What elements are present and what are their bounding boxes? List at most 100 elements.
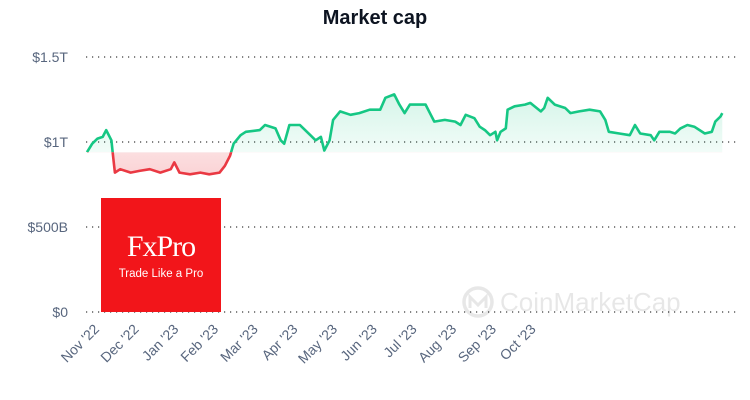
- data-point[interactable]: [176, 170, 182, 176]
- data-point[interactable]: [217, 170, 223, 176]
- data-point[interactable]: [567, 110, 573, 116]
- data-point[interactable]: [702, 131, 708, 137]
- x-tick-label: Dec '22: [97, 321, 142, 366]
- data-point[interactable]: [94, 136, 100, 142]
- data-point[interactable]: [136, 168, 142, 174]
- data-point[interactable]: [257, 127, 263, 133]
- coinmarketcap-watermark: CoinMarketCap: [462, 286, 681, 318]
- data-point[interactable]: [431, 119, 437, 125]
- data-point[interactable]: [348, 112, 354, 118]
- data-point[interactable]: [112, 170, 118, 176]
- data-point[interactable]: [382, 95, 388, 101]
- y-tick-label: $1T: [44, 134, 69, 150]
- data-point[interactable]: [452, 119, 458, 125]
- data-point[interactable]: [545, 95, 551, 101]
- data-point[interactable]: [487, 132, 493, 138]
- data-point[interactable]: [512, 103, 518, 109]
- data-point[interactable]: [367, 107, 373, 113]
- data-point[interactable]: [656, 129, 662, 135]
- data-point[interactable]: [637, 131, 643, 137]
- data-point[interactable]: [616, 131, 622, 137]
- data-point[interactable]: [197, 170, 203, 176]
- data-point[interactable]: [313, 137, 319, 143]
- data-point[interactable]: [541, 105, 547, 111]
- data-point[interactable]: [108, 137, 114, 143]
- data-point[interactable]: [602, 117, 608, 123]
- data-point[interactable]: [297, 122, 303, 128]
- data-point[interactable]: [84, 149, 90, 155]
- data-point[interactable]: [505, 107, 511, 113]
- data-point[interactable]: [286, 122, 292, 128]
- data-point[interactable]: [396, 102, 402, 108]
- data-point[interactable]: [117, 166, 123, 172]
- data-point[interactable]: [356, 110, 362, 116]
- data-point[interactable]: [171, 159, 177, 165]
- data-point[interactable]: [677, 125, 683, 131]
- data-point[interactable]: [423, 102, 429, 108]
- data-point[interactable]: [262, 122, 268, 128]
- data-point[interactable]: [238, 132, 244, 138]
- x-tick-label: Jun '23: [337, 321, 380, 364]
- data-point[interactable]: [712, 119, 718, 125]
- data-point[interactable]: [492, 129, 498, 135]
- data-point[interactable]: [457, 122, 463, 128]
- data-point[interactable]: [627, 132, 633, 138]
- data-point[interactable]: [110, 154, 116, 160]
- data-point[interactable]: [327, 137, 333, 143]
- data-point[interactable]: [103, 127, 109, 133]
- data-point[interactable]: [719, 110, 725, 116]
- data-point[interactable]: [377, 107, 383, 113]
- data-point[interactable]: [187, 171, 193, 177]
- data-point[interactable]: [227, 153, 233, 159]
- data-point[interactable]: [407, 102, 413, 108]
- data-point[interactable]: [321, 148, 327, 154]
- chart-title: Market cap: [323, 7, 428, 29]
- data-point[interactable]: [648, 132, 654, 138]
- data-point[interactable]: [100, 134, 106, 140]
- data-point[interactable]: [89, 141, 95, 147]
- data-point[interactable]: [672, 131, 678, 137]
- data-point[interactable]: [442, 117, 448, 123]
- data-point[interactable]: [632, 122, 638, 128]
- data-point[interactable]: [272, 125, 278, 131]
- data-point[interactable]: [552, 102, 558, 108]
- data-point[interactable]: [667, 129, 673, 135]
- data-point[interactable]: [391, 91, 397, 97]
- data-point[interactable]: [128, 170, 134, 176]
- data-point[interactable]: [231, 141, 237, 147]
- y-tick-label: $0: [52, 304, 68, 320]
- fxpro-ad-banner[interactable]: FxPro Trade Like a Pro: [101, 198, 221, 312]
- data-point[interactable]: [522, 102, 528, 108]
- data-point[interactable]: [503, 125, 509, 131]
- data-point[interactable]: [428, 112, 434, 118]
- data-point[interactable]: [147, 166, 153, 172]
- data-point[interactable]: [206, 171, 212, 177]
- data-point[interactable]: [651, 137, 657, 143]
- data-point[interactable]: [606, 129, 612, 135]
- data-point[interactable]: [281, 141, 287, 147]
- data-point[interactable]: [402, 110, 408, 116]
- data-point[interactable]: [243, 129, 249, 135]
- data-point[interactable]: [562, 105, 568, 111]
- data-point[interactable]: [471, 115, 477, 121]
- data-point[interactable]: [709, 129, 715, 135]
- data-point[interactable]: [330, 117, 336, 123]
- data-point[interactable]: [587, 107, 593, 113]
- data-point[interactable]: [576, 108, 582, 114]
- data-point[interactable]: [691, 124, 697, 130]
- data-point[interactable]: [477, 124, 483, 130]
- data-point[interactable]: [157, 170, 163, 176]
- data-point[interactable]: [318, 134, 324, 140]
- data-point[interactable]: [597, 108, 603, 114]
- x-tick-label: Sep '23: [455, 321, 500, 366]
- data-point[interactable]: [494, 137, 500, 143]
- data-point[interactable]: [463, 112, 469, 118]
- data-point[interactable]: [307, 132, 313, 138]
- data-point[interactable]: [527, 100, 533, 106]
- data-point[interactable]: [482, 127, 488, 133]
- data-point[interactable]: [684, 122, 690, 128]
- data-point[interactable]: [222, 163, 228, 169]
- data-point[interactable]: [168, 166, 174, 172]
- data-point[interactable]: [337, 108, 343, 114]
- data-point[interactable]: [498, 129, 504, 135]
